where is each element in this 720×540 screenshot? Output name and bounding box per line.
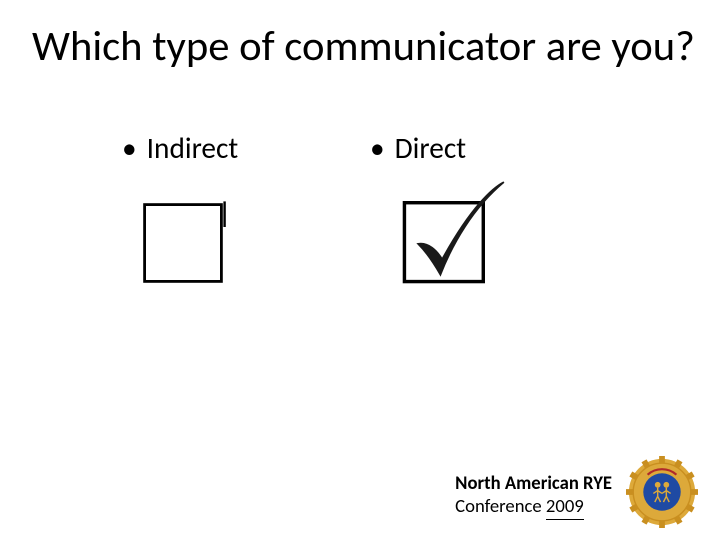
footer-line1: North American RYE bbox=[455, 473, 612, 495]
checkbox-checked-icon bbox=[389, 177, 509, 297]
footer-line2-prefix: Conference bbox=[455, 495, 546, 518]
bullet-label-indirect: Indirect bbox=[147, 130, 239, 166]
checkbox-indirect[interactable] bbox=[135, 195, 231, 291]
bullet-indirect: • Indirect bbox=[122, 130, 238, 166]
footer: North American RYE Conference 2009 bbox=[455, 473, 612, 520]
slide: Which type of communicator are you? • In… bbox=[0, 0, 720, 540]
footer-line2: Conference 2009 bbox=[455, 496, 612, 520]
bullet-marker: • bbox=[122, 130, 140, 166]
page-title: Which type of communicator are you? bbox=[32, 20, 695, 72]
checkbox-empty-icon bbox=[135, 195, 231, 291]
bullet-label-direct: Direct bbox=[395, 130, 466, 166]
bullet-direct: • Direct bbox=[370, 130, 466, 166]
footer-year: 2009 bbox=[546, 496, 584, 520]
bullet-marker: • bbox=[370, 130, 388, 166]
rye-logo-icon bbox=[626, 456, 698, 528]
checkbox-direct[interactable] bbox=[389, 177, 509, 297]
